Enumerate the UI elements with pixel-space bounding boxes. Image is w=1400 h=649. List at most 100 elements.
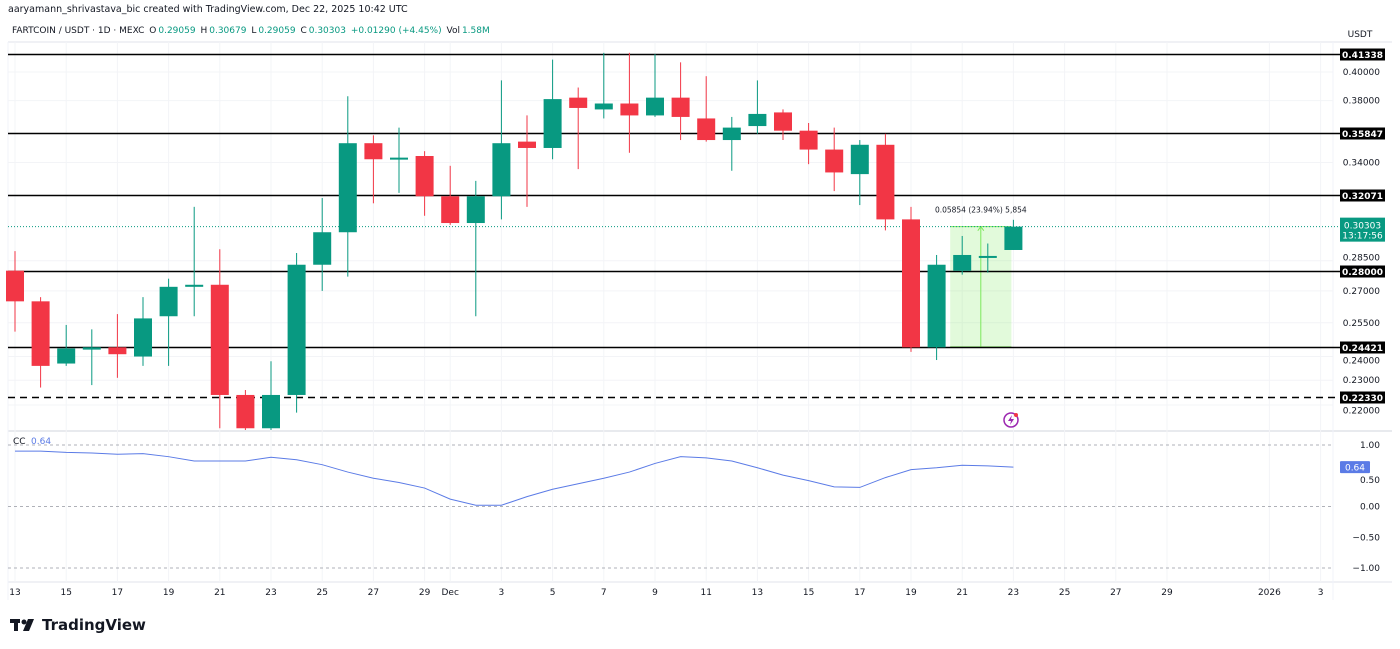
candle-down[interactable] <box>210 284 229 395</box>
candle-down[interactable] <box>799 130 818 150</box>
price-tick-label: 0.25500 <box>1343 319 1380 329</box>
close-label: C <box>300 26 307 36</box>
indicator-value-badge-label: 0.64 <box>1345 464 1365 474</box>
candle-up[interactable] <box>748 113 767 127</box>
x-tick-label: 23 <box>1008 588 1019 598</box>
level-price-badge <box>1340 127 1385 140</box>
indicator-value: 0.64 <box>31 437 51 447</box>
level-price-label: 0.32071 <box>1342 192 1383 202</box>
candle-up[interactable] <box>262 394 280 429</box>
price-tick-label: 0.34000 <box>1343 159 1380 169</box>
open-label: O <box>149 26 157 36</box>
measure-label: 0.05854 (23.94%) 5,854 <box>935 206 1027 215</box>
close-value: 0.30303 <box>308 26 346 36</box>
price-tick-label: 0.38000 <box>1343 97 1380 107</box>
candle-down[interactable] <box>569 97 588 108</box>
x-tick-label: 19 <box>905 588 917 598</box>
price-tick-label: 0.24000 <box>1343 357 1380 367</box>
x-tick-label: 15 <box>803 588 814 598</box>
level-price-badge <box>1340 391 1385 404</box>
x-tick-label: 2026 <box>1258 588 1281 598</box>
candle-up[interactable] <box>390 157 408 160</box>
candle-down[interactable] <box>31 301 50 366</box>
lightning-icon <box>1008 415 1014 425</box>
level-price-badge <box>1340 48 1385 61</box>
tradingview-logo[interactable]: TradingView <box>10 616 146 634</box>
x-tick-label: 25 <box>1059 588 1070 598</box>
price-tick-label: 0.22000 <box>1343 407 1380 417</box>
level-price-label: 0.24421 <box>1342 344 1383 354</box>
candle-down[interactable] <box>876 144 895 220</box>
x-tick-label: 21 <box>956 588 967 598</box>
candle-up[interactable] <box>722 127 741 141</box>
candle-up[interactable] <box>57 348 76 364</box>
x-tick-label: 25 <box>316 588 327 598</box>
candle-down[interactable] <box>671 97 690 117</box>
candle-up[interactable] <box>134 318 152 357</box>
last-price-badge <box>1340 217 1385 242</box>
x-tick-label: 29 <box>419 588 431 598</box>
candle-down[interactable] <box>697 118 716 141</box>
candle-up[interactable] <box>850 144 869 175</box>
candle-up[interactable] <box>646 97 664 116</box>
candle-up[interactable] <box>466 196 485 224</box>
candle-down[interactable] <box>108 347 127 355</box>
candle-up[interactable] <box>927 264 946 348</box>
candle-up[interactable] <box>594 103 613 110</box>
candle-up[interactable] <box>82 347 101 350</box>
alert-dot-icon <box>1014 413 1018 417</box>
candle-down[interactable] <box>364 143 383 160</box>
level-price-label: 0.28000 <box>1342 268 1383 278</box>
candle-up[interactable] <box>978 255 997 258</box>
candle-down[interactable] <box>6 270 24 302</box>
candle-down[interactable] <box>415 156 434 197</box>
price-tick-label: 0.23000 <box>1343 376 1380 386</box>
candle-up[interactable] <box>159 286 178 317</box>
symbol-name[interactable]: FARTCOIN / USDT · 1D · MEXC <box>12 26 145 36</box>
indicator-tick-label: 0.50 <box>1360 476 1380 486</box>
indicator-name[interactable]: CC <box>13 437 26 447</box>
x-tick-label: 15 <box>60 588 71 598</box>
candle-up[interactable] <box>338 143 357 233</box>
x-tick-label: 11 <box>700 588 711 598</box>
volume-label: Vol <box>446 26 460 36</box>
cc-indicator-line[interactable] <box>15 450 1014 506</box>
candle-up[interactable] <box>287 264 306 395</box>
candle-up[interactable] <box>492 143 511 197</box>
indicator-tick-label: 1.00 <box>1360 441 1380 451</box>
candle-up[interactable] <box>185 284 204 287</box>
logo-text: TradingView <box>42 616 146 634</box>
x-tick-label: 17 <box>112 588 123 598</box>
candle-down[interactable] <box>620 103 639 116</box>
x-tick-label: 29 <box>1161 588 1173 598</box>
candle-down[interactable] <box>902 219 920 348</box>
candle-down[interactable] <box>825 149 844 173</box>
low-label: L <box>251 26 257 36</box>
x-tick-label: Dec <box>441 588 458 598</box>
candle-down[interactable] <box>774 112 792 131</box>
x-tick-label: 9 <box>652 588 658 598</box>
high-label: H <box>200 26 208 36</box>
indicator-value-badge <box>1340 461 1370 474</box>
level-price-badge <box>1340 341 1385 354</box>
candle-up[interactable] <box>543 99 562 148</box>
last-price-label: 0.30303 <box>1344 222 1381 232</box>
high-value: 0.30679 <box>209 26 247 36</box>
level-price-label: 0.41338 <box>1342 51 1383 61</box>
indicator-tick-label: −1.00 <box>1352 564 1380 574</box>
candle-down[interactable] <box>441 196 460 224</box>
indicator-tick-label: 0.00 <box>1360 503 1380 513</box>
candle-up[interactable] <box>1004 226 1023 250</box>
x-tick-label: 13 <box>752 588 763 598</box>
candle-up[interactable] <box>313 232 332 265</box>
candle-down[interactable] <box>236 394 255 429</box>
candle-down[interactable] <box>518 141 536 148</box>
bar-countdown: 13:17:56 <box>1342 232 1383 242</box>
level-price-label: 0.35847 <box>1342 130 1383 140</box>
x-tick-label: 19 <box>163 588 175 598</box>
indicator-tick-label: −0.50 <box>1352 533 1380 543</box>
candle-up[interactable] <box>953 254 972 271</box>
alert-icon[interactable] <box>1003 412 1019 428</box>
currency-label[interactable]: USDT <box>1348 30 1373 40</box>
